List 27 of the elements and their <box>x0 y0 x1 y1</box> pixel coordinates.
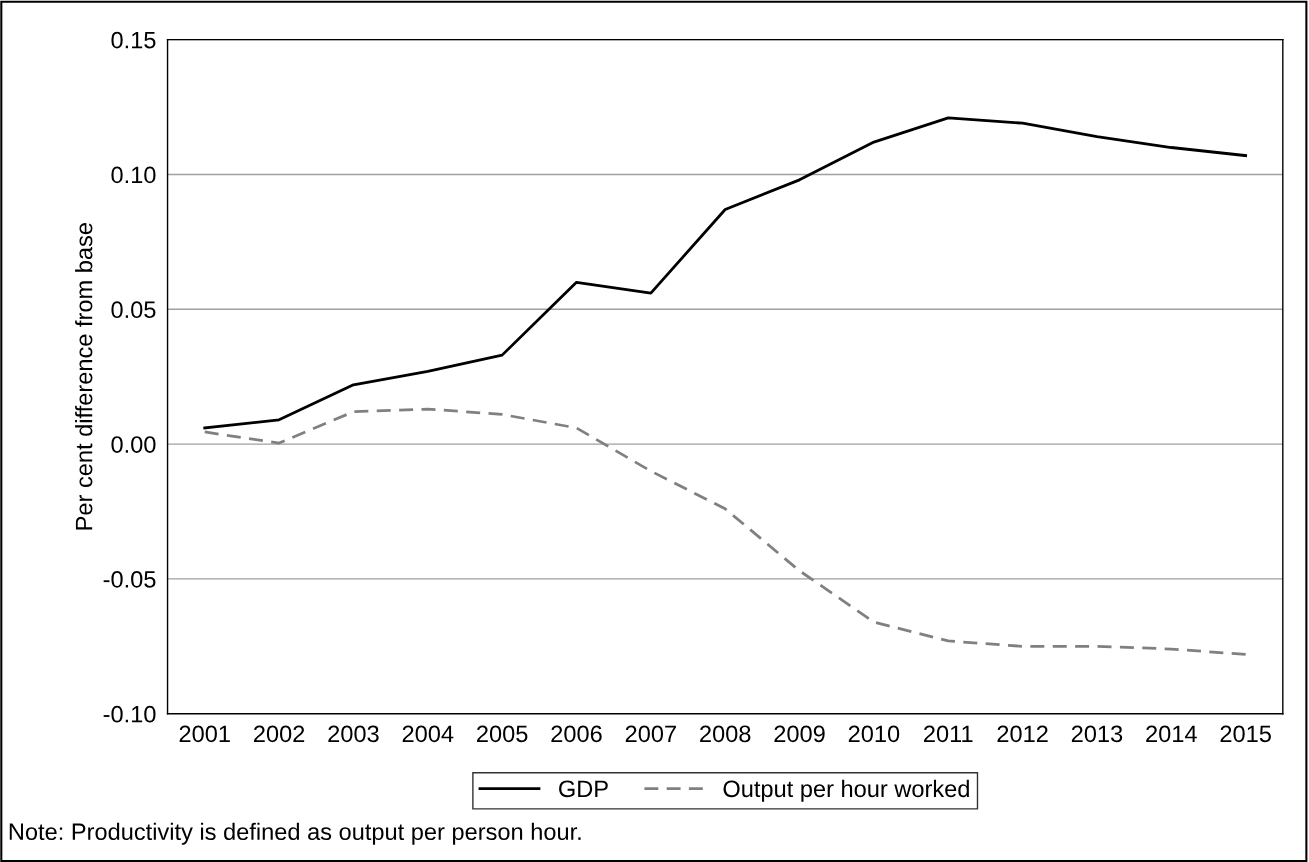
x-tick-label: 2005 <box>477 725 528 743</box>
x-tick-label: 2004 <box>402 725 454 743</box>
legend-label: Output per hour worked <box>723 779 969 802</box>
x-tick-label: 2002 <box>254 725 305 743</box>
x-tick-label: 2013 <box>1071 725 1123 743</box>
y-tick-label: 0.10 <box>111 166 156 184</box>
y-axis-title: Per cent difference from base <box>75 223 93 530</box>
y-tick-label: -0.10 <box>103 705 156 723</box>
x-tick-label: 2015 <box>1220 725 1271 743</box>
x-tick-label: 2011 <box>924 725 973 743</box>
y-tick-label: 0.05 <box>111 301 156 319</box>
x-tick-label: 2012 <box>997 725 1048 743</box>
y-tick-label: -0.05 <box>103 570 156 588</box>
y-tick-label: 0.00 <box>111 436 156 453</box>
x-tick-label: 2010 <box>848 725 900 743</box>
x-tick-label: 2001 <box>179 725 230 743</box>
x-tick-label: 2008 <box>700 725 751 743</box>
text: Note: Productivity is defined as output per person hour. <box>9 822 581 845</box>
line-series <box>203 116 1248 430</box>
x-tick-label: 2006 <box>551 725 602 743</box>
x-tick-label: 2007 <box>625 725 676 743</box>
x-tick-label: 2003 <box>328 725 379 743</box>
x-tick-label: 2014 <box>1146 725 1197 743</box>
legend-label: GDP <box>559 780 608 798</box>
line-series <box>203 407 1248 656</box>
x-tick-label: 2009 <box>774 725 825 743</box>
y-tick-label: 0.15 <box>111 31 156 49</box>
